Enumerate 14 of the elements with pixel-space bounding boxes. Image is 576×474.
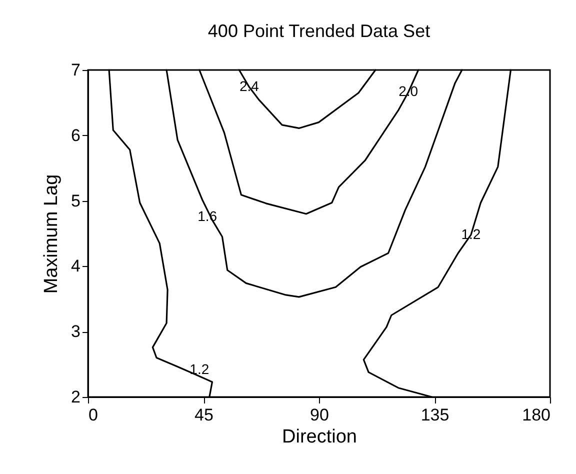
y-tick-label: 4 <box>71 256 80 276</box>
x-tick-label: 90 <box>310 406 329 424</box>
y-tick-label: 2 <box>71 388 80 406</box>
x-tick-label: 0 <box>88 406 98 424</box>
chart-title: 400 Point Trended Data Set <box>208 21 430 41</box>
y-tick-label: 7 <box>71 60 80 80</box>
y-tick-label: 3 <box>71 322 80 342</box>
x-tick-label: 135 <box>420 406 450 424</box>
y-tick-label: 6 <box>71 126 80 145</box>
x-tick-label: 180 <box>522 406 550 424</box>
y-axis-title: Maximum Lag <box>41 174 62 294</box>
y-tick-label: 5 <box>71 191 80 210</box>
x-tick-label: 45 <box>194 406 214 424</box>
x-axis-title: Direction <box>282 426 357 448</box>
